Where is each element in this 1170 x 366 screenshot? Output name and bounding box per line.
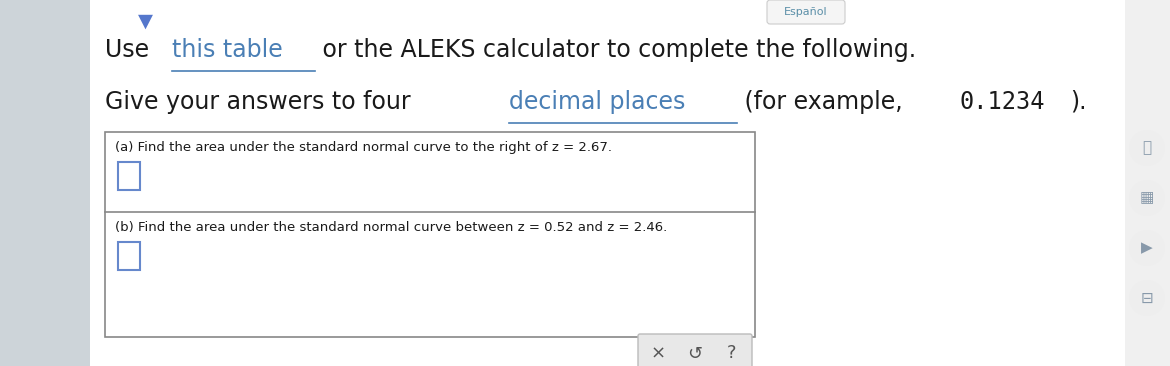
Text: ▦: ▦ bbox=[1140, 190, 1154, 205]
Text: decimal places: decimal places bbox=[509, 90, 686, 114]
FancyBboxPatch shape bbox=[768, 0, 845, 24]
Text: Use: Use bbox=[105, 38, 157, 62]
FancyBboxPatch shape bbox=[105, 132, 755, 337]
Circle shape bbox=[1129, 230, 1165, 266]
FancyBboxPatch shape bbox=[1126, 0, 1170, 366]
Text: ↺: ↺ bbox=[688, 344, 702, 362]
Text: ▼: ▼ bbox=[138, 12, 152, 31]
Text: ⊟: ⊟ bbox=[1141, 291, 1154, 306]
Circle shape bbox=[1129, 130, 1165, 166]
FancyBboxPatch shape bbox=[118, 162, 140, 190]
FancyBboxPatch shape bbox=[118, 242, 140, 270]
Circle shape bbox=[1129, 180, 1165, 216]
Text: 👤: 👤 bbox=[1142, 141, 1151, 156]
Text: ▶: ▶ bbox=[1141, 240, 1152, 255]
FancyBboxPatch shape bbox=[0, 0, 90, 366]
Text: (for example,: (for example, bbox=[737, 90, 910, 114]
Text: 0.1234: 0.1234 bbox=[961, 90, 1046, 114]
FancyBboxPatch shape bbox=[638, 334, 752, 366]
Text: this table: this table bbox=[172, 38, 282, 62]
Text: Español: Español bbox=[784, 7, 828, 17]
Text: ).: ). bbox=[1071, 90, 1087, 114]
Text: or the ALEKS calculator to complete the following.: or the ALEKS calculator to complete the … bbox=[315, 38, 916, 62]
Text: Give your answers to four: Give your answers to four bbox=[105, 90, 418, 114]
Text: (b) Find the area under the standard normal curve between z = 0.52 and z = 2.46.: (b) Find the area under the standard nor… bbox=[115, 221, 667, 234]
Text: (a) Find the area under the standard normal curve to the right of z = 2.67.: (a) Find the area under the standard nor… bbox=[115, 141, 612, 154]
Text: ×: × bbox=[651, 344, 666, 362]
Circle shape bbox=[1129, 280, 1165, 316]
Text: ?: ? bbox=[728, 344, 737, 362]
